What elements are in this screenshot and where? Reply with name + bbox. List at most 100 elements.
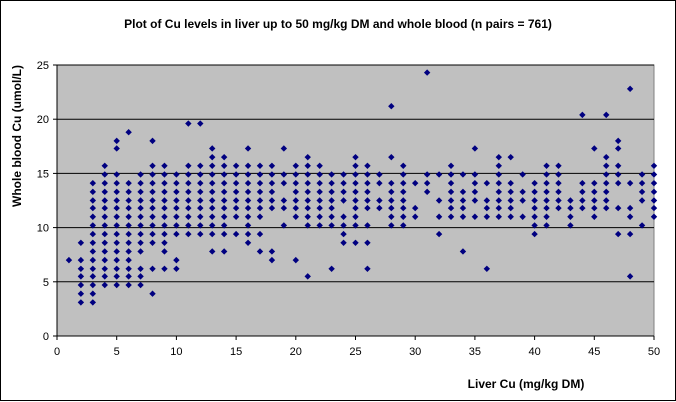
data-point (638, 222, 646, 229)
data-point (471, 213, 479, 220)
data-point (364, 188, 371, 196)
data-point (483, 265, 491, 272)
data-point (435, 230, 443, 238)
data-point (292, 256, 299, 264)
data-point (614, 162, 622, 170)
data-point (603, 111, 610, 119)
data-point (77, 290, 85, 297)
data-point (244, 197, 252, 204)
data-point (328, 213, 335, 220)
data-point (256, 179, 264, 187)
data-point (101, 230, 108, 238)
data-point (185, 213, 192, 220)
data-point (292, 188, 299, 196)
data-point (149, 197, 156, 204)
x-tick-label: 40 (528, 346, 540, 358)
x-tick-label: 30 (409, 346, 421, 358)
data-point (268, 197, 276, 204)
data-point (101, 239, 108, 246)
data-point (137, 273, 144, 280)
data-point (400, 204, 407, 212)
data-point (268, 248, 276, 255)
data-point (459, 197, 467, 204)
data-point (543, 171, 550, 178)
data-point (603, 153, 610, 161)
data-point (471, 197, 479, 204)
data-point (328, 188, 335, 196)
data-point (161, 197, 168, 204)
data-point (650, 188, 658, 196)
data-point (483, 213, 491, 220)
data-point (364, 222, 371, 229)
data-point (185, 230, 192, 238)
data-point (268, 162, 276, 170)
data-point (388, 222, 395, 229)
data-point (113, 222, 120, 229)
x-tick-label: 20 (290, 346, 302, 358)
data-point (113, 179, 120, 187)
data-point (650, 204, 658, 212)
data-point (209, 153, 216, 161)
data-point (459, 171, 467, 178)
data-point (364, 171, 371, 178)
data-point (603, 162, 610, 170)
data-point (125, 213, 132, 220)
data-point (352, 239, 359, 246)
data-point (244, 222, 252, 229)
data-point (495, 213, 502, 220)
data-point (340, 197, 347, 204)
data-point (459, 213, 467, 220)
data-point (65, 256, 73, 264)
data-point (626, 230, 634, 238)
data-point (113, 248, 120, 255)
data-point (495, 162, 502, 170)
data-point (197, 188, 204, 196)
data-point (101, 281, 108, 289)
data-point (185, 188, 192, 196)
data-point (232, 171, 240, 178)
data-point (113, 273, 120, 280)
data-point (316, 222, 323, 229)
data-point (304, 179, 311, 187)
data-point (137, 204, 144, 212)
data-point (256, 230, 264, 238)
data-point (495, 171, 502, 178)
x-axis-ticks: 0 5 10 15 20 25 30 35 40 45 50 (54, 336, 660, 358)
data-point (388, 188, 395, 196)
data-point (423, 69, 431, 76)
data-point (232, 213, 240, 220)
x-tick-label: 5 (114, 346, 120, 358)
data-point (89, 222, 97, 229)
data-point (113, 137, 120, 145)
data-point (423, 179, 431, 187)
data-point (567, 197, 574, 204)
data-point (77, 239, 85, 246)
data-point (101, 179, 108, 187)
data-point (220, 230, 228, 238)
data-point (650, 162, 658, 170)
data-point (220, 171, 228, 178)
data-point (209, 179, 216, 187)
data-point (137, 213, 144, 220)
data-point (626, 213, 634, 220)
data-point (328, 204, 335, 212)
data-point (388, 102, 395, 110)
data-point (626, 179, 634, 187)
data-point (113, 256, 120, 264)
data-point (376, 197, 383, 204)
data-point (388, 197, 395, 204)
data-point (89, 230, 97, 238)
data-point (555, 171, 562, 178)
data-point (531, 179, 538, 187)
data-point (352, 188, 359, 196)
data-point (292, 204, 299, 212)
data-point (352, 222, 359, 229)
data-point (531, 213, 538, 220)
data-point (591, 197, 598, 204)
data-point (149, 239, 156, 246)
data-point (113, 239, 120, 246)
data-point (185, 222, 192, 229)
data-point (161, 162, 168, 170)
data-point (388, 204, 395, 212)
data-point (256, 197, 264, 204)
